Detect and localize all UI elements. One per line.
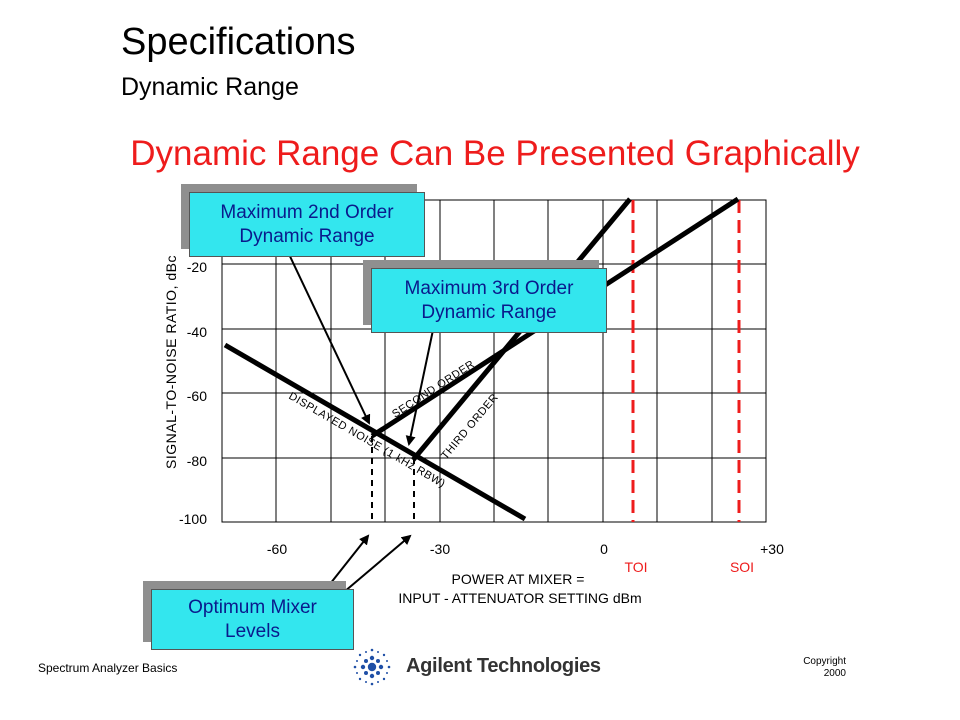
callout-max-2nd-line1: Maximum 2nd Order: [220, 201, 394, 223]
callout-optimum-line2: Levels: [225, 620, 280, 642]
x-axis-label-line1: POWER AT MIXER =: [452, 571, 585, 587]
y-axis-label: SIGNAL-TO-NOISE RATIO, dBc: [163, 255, 179, 469]
toi-label: TOI: [624, 559, 647, 575]
copyright-line2: 2000: [823, 668, 846, 679]
callout-arrow-optimum-2nd: [329, 534, 370, 585]
callout-arrow-optimum-3rd: [343, 534, 412, 593]
soi-label: SOI: [730, 559, 754, 575]
agilent-logo-text: Agilent Technologies: [406, 655, 601, 677]
second-order-label: SECOND ORDER: [390, 358, 477, 420]
callout-max-3rd-order: Maximum 3rd Order Dynamic Range: [371, 268, 607, 333]
third-order-label: THIRD ORDER: [439, 391, 501, 461]
callout-max-3rd-line1: Maximum 3rd Order: [404, 277, 574, 299]
callout-arrow-3rd-order: [405, 329, 434, 446]
x-tick-label: +30: [760, 541, 784, 557]
copyright-line1: Copyright: [803, 656, 846, 667]
x-axis-label-line2: INPUT - ATTENUATOR SETTING dBm: [398, 590, 641, 606]
callout-max-2nd-order: Maximum 2nd Order Dynamic Range: [189, 192, 425, 257]
headline: Dynamic Range Can Be Presented Graphical…: [130, 134, 860, 173]
page-subtitle: Dynamic Range: [121, 73, 299, 101]
agilent-logo-icon: [353, 648, 391, 686]
y-tick-label: -60: [187, 388, 207, 404]
y-tick-label: -100: [179, 511, 207, 527]
x-tick-label: -30: [430, 541, 450, 557]
y-tick-label: -20: [187, 259, 207, 275]
footer-course-title: Spectrum Analyzer Basics: [38, 661, 178, 675]
y-tick-label: -40: [187, 324, 207, 340]
y-tick-label: -80: [187, 453, 207, 469]
callout-max-3rd-line2: Dynamic Range: [421, 301, 557, 323]
callout-arrow-2nd-order: [286, 249, 371, 425]
copyright-notice: Copyright 2000: [790, 656, 846, 680]
callout-optimum-mixer-levels: Optimum Mixer Levels: [151, 589, 354, 650]
page-title: Specifications: [121, 21, 356, 63]
callout-max-2nd-line2: Dynamic Range: [239, 225, 375, 247]
x-tick-label: 0: [600, 541, 608, 557]
callout-optimum-line1: Optimum Mixer: [188, 596, 317, 618]
x-tick-label: -60: [267, 541, 287, 557]
